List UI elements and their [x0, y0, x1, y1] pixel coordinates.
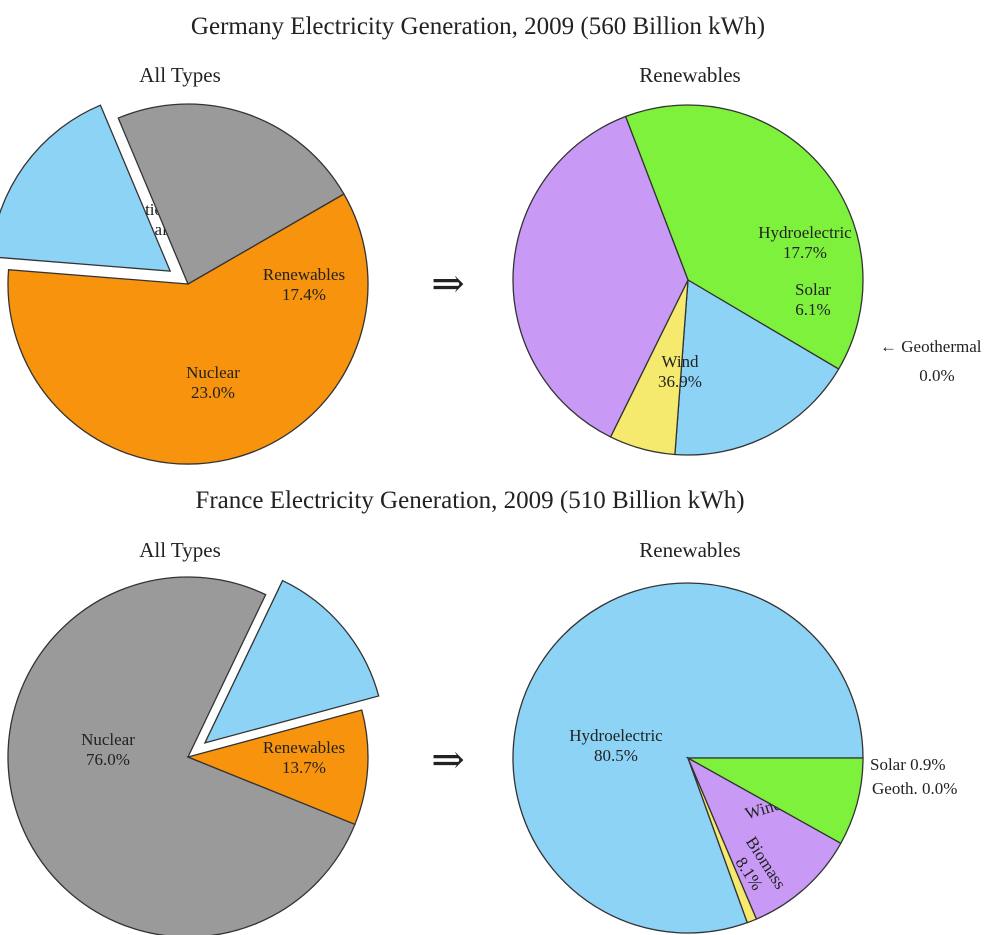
- germany-renewables-slice-hydroelectric: [674, 278, 840, 456]
- france-renewables-label-geoth: Geoth. 0.0%: [872, 779, 957, 798]
- france-renewables-slice-biomass: [685, 757, 864, 845]
- germany-all-types-subtitle: All Types: [139, 63, 221, 87]
- germany-renewables-label-hydroelectric: Hydroelectric 17.7%: [758, 223, 852, 262]
- france-breakdown-arrow: ⇒: [431, 737, 465, 782]
- france-all-label-renewables: Renewables 13.7%: [263, 738, 345, 777]
- france-renewables-label-solar: Solar 0.9%: [870, 755, 946, 774]
- germany-all-label-renewables: Renewables 17.4%: [263, 265, 345, 304]
- germany-renewables-subtitle: Renewables: [639, 63, 740, 87]
- france-all-label-nuclear: Nuclear 76.0%: [81, 730, 135, 769]
- germany-all-label-nuclear: Nuclear 23.0%: [186, 363, 240, 402]
- france-renewables-label-hydroelectric: Hydroelectric 80.5%: [569, 726, 663, 765]
- germany-renewables-label-geothermal: ← Geothermal 0.0%: [880, 337, 982, 385]
- germany-chart-title: Germany Electricity Generation, 2009 (56…: [191, 13, 765, 40]
- germany-renewables-slice-biomass: [624, 104, 864, 370]
- france-all-slice-nuclear: [7, 576, 356, 935]
- germany-renewables-label-wind: Wind 36.9%: [658, 352, 702, 391]
- france-renewables-slice-wind: [686, 756, 842, 920]
- germany-renewables-slice-wind: [512, 115, 689, 438]
- germany-all-slice-conventional-thermal: [7, 193, 369, 465]
- france-all-types-subtitle: All Types: [139, 538, 221, 562]
- germany-breakdown-arrow: ⇒: [431, 261, 465, 306]
- france-all-slice-conventional-thermal: [185, 709, 369, 826]
- germany-renewables-label-solar: Solar 6.1%: [795, 280, 831, 319]
- germany-all-types-pie: ConventionalThermal59.6%Renewables17.4%N…: [0, 103, 369, 465]
- germany-all-slice-renewables: [0, 104, 172, 272]
- france-renewables-subtitle: Renewables: [639, 538, 740, 562]
- germany-renewables-pie: Biomass39.3%Hydroelectric17.7%Solar6.1%←…: [512, 104, 982, 456]
- france-chart-title: France Electricity Generation, 2009 (510…: [195, 487, 744, 514]
- france-all-slice-renewables: [203, 579, 380, 744]
- france-all-types-pie: Nuclear76.0%ConventionalThermal10.3%Rene…: [7, 576, 380, 935]
- germany-all-slice-nuclear: [117, 103, 345, 285]
